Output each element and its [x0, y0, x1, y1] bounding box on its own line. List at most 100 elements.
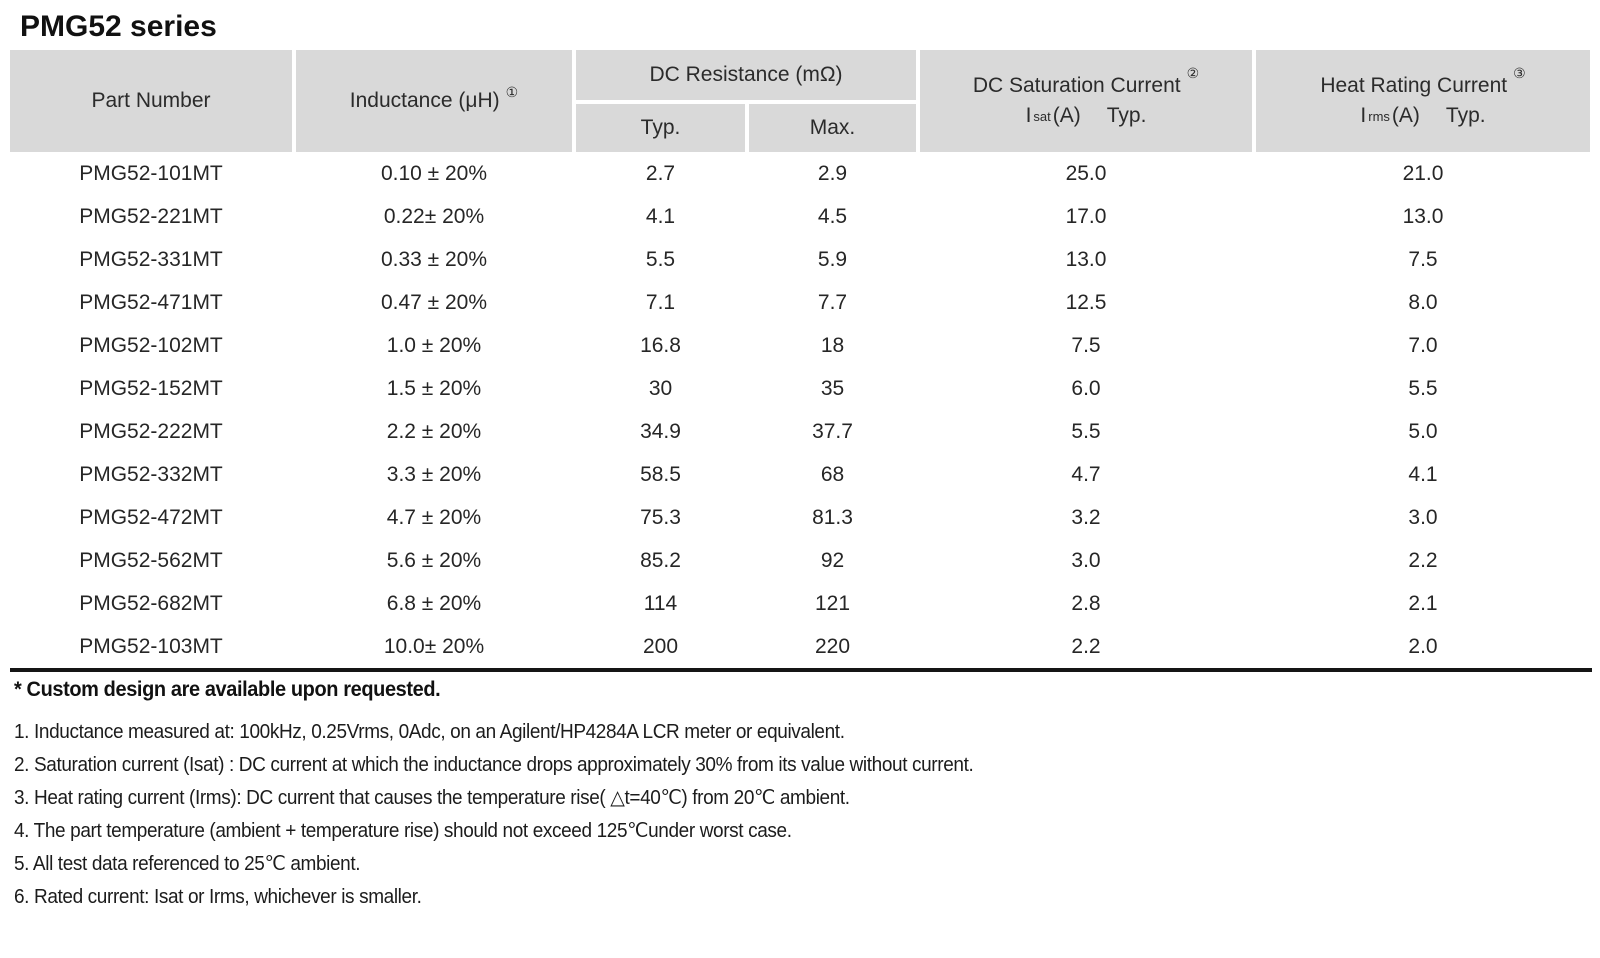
table-row: PMG52-331MT 0.33 ± 20% 5.5 5.9 13.0 7.5: [10, 238, 1590, 281]
cell-resistance-max: 220: [749, 625, 916, 668]
cell-resistance-typ: 85.2: [576, 539, 745, 582]
cell-isat: 2.8: [920, 582, 1252, 625]
cell-isat: 3.2: [920, 496, 1252, 539]
cell-resistance-typ: 30: [576, 367, 745, 410]
footnote-4: 4. The part temperature (ambient + tempe…: [14, 820, 792, 842]
cell-inductance: 1.5 ± 20%: [296, 367, 572, 410]
cell-inductance: 3.3 ± 20%: [296, 453, 572, 496]
cell-isat: 12.5: [920, 281, 1252, 324]
footnotes: * Custom design are available upon reque…: [14, 678, 1574, 914]
cell-isat: 5.5: [920, 410, 1252, 453]
table-row: PMG52-471MT 0.47 ± 20% 7.1 7.7 12.5 8.0: [10, 281, 1590, 324]
cell-inductance: 1.0 ± 20%: [296, 324, 572, 367]
cell-resistance-typ: 75.3: [576, 496, 745, 539]
cell-resistance-typ: 16.8: [576, 324, 745, 367]
cell-part-number: PMG52-102MT: [10, 324, 292, 367]
cell-part-number: PMG52-562MT: [10, 539, 292, 582]
table-row: PMG52-682MT 6.8 ± 20% 114 121 2.8 2.1: [10, 582, 1590, 625]
cell-resistance-typ: 2.7: [576, 152, 745, 195]
cell-resistance-max: 7.7: [749, 281, 916, 324]
table-row: PMG52-472MT 4.7 ± 20% 75.3 81.3 3.2 3.0: [10, 496, 1590, 539]
header-heat-rating: Heat Rating Current ③ I rms (A) Typ.: [1256, 50, 1590, 152]
cell-resistance-max: 92: [749, 539, 916, 582]
irms-unit: (A): [1391, 104, 1420, 127]
header-dc-resistance: DC Resistance (mΩ): [576, 50, 916, 100]
isat-symbol: I: [1025, 104, 1032, 127]
cell-irms: 2.1: [1256, 582, 1590, 625]
custom-design-note: * Custom design are available upon reque…: [14, 678, 441, 701]
cell-resistance-typ: 200: [576, 625, 745, 668]
cell-resistance-max: 68: [749, 453, 916, 496]
cell-part-number: PMG52-221MT: [10, 195, 292, 238]
header-part-number: Part Number: [10, 50, 292, 152]
cell-resistance-max: 4.5: [749, 195, 916, 238]
cell-resistance-max: 2.9: [749, 152, 916, 195]
cell-irms: 4.1: [1256, 453, 1590, 496]
cell-inductance: 0.33 ± 20%: [296, 238, 572, 281]
cell-part-number: PMG52-331MT: [10, 238, 292, 281]
footnote-6: 6. Rated current: Isat or Irms, whicheve…: [14, 886, 422, 908]
cell-isat: 13.0: [920, 238, 1252, 281]
header-heat-rating-label: Heat Rating Current: [1320, 74, 1508, 97]
cell-irms: 7.5: [1256, 238, 1590, 281]
header-inductance-label: Inductance (μH): [349, 89, 500, 112]
cell-isat: 2.2: [920, 625, 1252, 668]
cell-part-number: PMG52-152MT: [10, 367, 292, 410]
cell-resistance-typ: 34.9: [576, 410, 745, 453]
cell-resistance-typ: 114: [576, 582, 745, 625]
header-dc-saturation-label: DC Saturation Current: [972, 74, 1181, 97]
cell-irms: 5.0: [1256, 410, 1590, 453]
cell-part-number: PMG52-682MT: [10, 582, 292, 625]
page-title: PMG52 series: [20, 10, 217, 43]
cell-resistance-max: 35: [749, 367, 916, 410]
cell-inductance: 0.47 ± 20%: [296, 281, 572, 324]
cell-part-number: PMG52-332MT: [10, 453, 292, 496]
footnote-2: 2. Saturation current (Isat) : DC curren…: [14, 754, 974, 776]
table-row: PMG52-222MT 2.2 ± 20% 34.9 37.7 5.5 5.0: [10, 410, 1590, 453]
isat-unit: (A): [1052, 104, 1081, 127]
header-dc-resistance-max: Max.: [749, 104, 916, 152]
cell-inductance: 2.2 ± 20%: [296, 410, 572, 453]
header-dc-saturation-units: I sat (A) Typ.: [1026, 104, 1147, 128]
header-dc-saturation-title: DC Saturation Current ②: [972, 65, 1199, 98]
header-heat-rating-title: Heat Rating Current ③: [1320, 65, 1525, 98]
table-row: PMG52-332MT 3.3 ± 20% 58.5 68 4.7 4.1: [10, 453, 1590, 496]
cell-irms: 2.0: [1256, 625, 1590, 668]
isat-typ-label: Typ.: [1106, 104, 1147, 127]
cell-part-number: PMG52-222MT: [10, 410, 292, 453]
cell-resistance-max: 121: [749, 582, 916, 625]
cell-irms: 8.0: [1256, 281, 1590, 324]
header-dc-resistance-typ: Typ.: [576, 104, 745, 152]
cell-irms: 13.0: [1256, 195, 1590, 238]
cell-resistance-typ: 4.1: [576, 195, 745, 238]
header-heat-rating-units: I rms (A) Typ.: [1360, 104, 1485, 128]
cell-part-number: PMG52-472MT: [10, 496, 292, 539]
cell-resistance-typ: 58.5: [576, 453, 745, 496]
header-inductance: Inductance (μH) ①: [296, 50, 572, 152]
isat-subscript: sat: [1033, 109, 1051, 124]
cell-resistance-typ: 7.1: [576, 281, 745, 324]
cell-isat: 6.0: [920, 367, 1252, 410]
footnote-mark-2: ②: [1186, 65, 1200, 81]
footnote-mark-3: ③: [1513, 65, 1526, 81]
cell-irms: 3.0: [1256, 496, 1590, 539]
cell-inductance: 0.10 ± 20%: [296, 152, 572, 195]
table-row: PMG52-562MT 5.6 ± 20% 85.2 92 3.0 2.2: [10, 539, 1590, 582]
cell-isat: 7.5: [920, 324, 1252, 367]
cell-part-number: PMG52-103MT: [10, 625, 292, 668]
table-row: PMG52-103MT 10.0± 20% 200 220 2.2 2.0: [10, 625, 1590, 668]
cell-inductance: 5.6 ± 20%: [296, 539, 572, 582]
footnote-3: 3. Heat rating current (Irms): DC curren…: [14, 787, 850, 809]
cell-resistance-typ: 5.5: [576, 238, 745, 281]
table-row: PMG52-152MT 1.5 ± 20% 30 35 6.0 5.5: [10, 367, 1590, 410]
cell-resistance-max: 18: [749, 324, 916, 367]
irms-symbol: I: [1360, 104, 1367, 127]
footnote-5: 5. All test data referenced to 25℃ ambie…: [14, 853, 361, 875]
cell-inductance: 6.8 ± 20%: [296, 582, 572, 625]
cell-inductance: 4.7 ± 20%: [296, 496, 572, 539]
cell-isat: 4.7: [920, 453, 1252, 496]
table-row: PMG52-101MT 0.10 ± 20% 2.7 2.9 25.0 21.0: [10, 152, 1590, 195]
cell-resistance-max: 5.9: [749, 238, 916, 281]
spec-table: Part Number Inductance (μH) ① DC Resista…: [10, 50, 1592, 672]
